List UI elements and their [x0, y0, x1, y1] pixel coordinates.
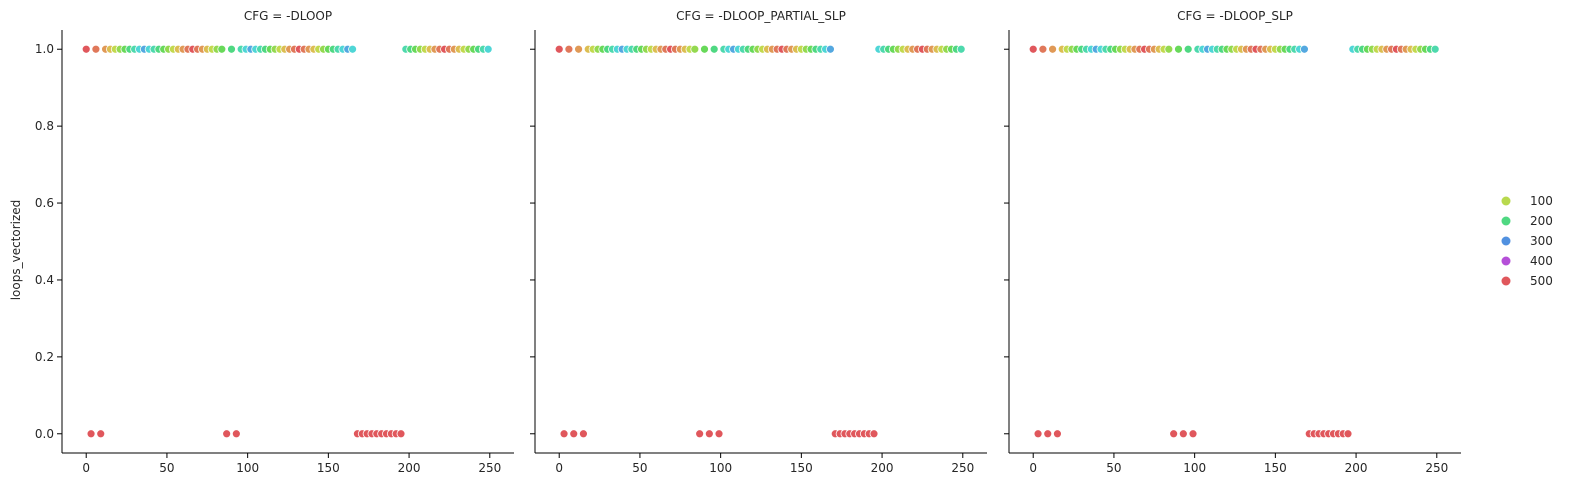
- x-tick-label: 150: [1264, 461, 1287, 475]
- x-tick-label: 50: [632, 461, 647, 475]
- data-point: [709, 44, 719, 54]
- data-point: [1183, 44, 1193, 54]
- legend: 100 200 300 400 500: [1501, 194, 1553, 288]
- x-tick-label: 100: [1183, 461, 1206, 475]
- data-point: [569, 429, 579, 439]
- x-tick-label: 250: [951, 461, 974, 475]
- data-point: [956, 44, 966, 54]
- legend-label: 100: [1530, 194, 1553, 208]
- data-point: [217, 44, 227, 54]
- facet-panels: CFG = -DLOOP 0.0 0.2 0.4 0.6 0.8 1.0 0 50 100 150 2…: [35, 9, 1461, 475]
- legend-label: 300: [1530, 234, 1553, 248]
- data-point: [91, 44, 101, 54]
- data-point: [96, 429, 106, 439]
- x-tick-label: 50: [1106, 461, 1121, 475]
- data-point: [1038, 44, 1048, 54]
- x-tick-label: 0: [82, 461, 90, 475]
- data-point: [1169, 429, 1179, 439]
- x-tick-label: 50: [159, 461, 174, 475]
- data-point: [579, 429, 588, 439]
- y-axis-label: loops_vectorized: [9, 200, 23, 301]
- x-tick-label: 150: [317, 461, 340, 475]
- data-point: [1164, 44, 1174, 54]
- data-point: [695, 429, 705, 439]
- x-tick-label: 200: [871, 461, 894, 475]
- legend-label: 200: [1530, 214, 1553, 228]
- x-tick-label: 100: [709, 461, 732, 475]
- legend-marker: [1501, 256, 1511, 266]
- data-point: [1174, 44, 1183, 54]
- legend-label: 500: [1530, 274, 1553, 288]
- data-point: [714, 429, 724, 439]
- data-point: [222, 429, 232, 439]
- data-point: [700, 44, 709, 54]
- data-point: [554, 44, 564, 54]
- data-point: [564, 44, 574, 54]
- data-point: [231, 429, 241, 439]
- data-point: [1188, 429, 1198, 439]
- x-tick-label: 200: [1345, 461, 1368, 475]
- legend-marker: [1501, 236, 1511, 246]
- panel-title: CFG = -DLOOP: [244, 9, 332, 23]
- data-point: [86, 429, 96, 439]
- data-point: [1028, 44, 1038, 54]
- data-point: [348, 44, 357, 54]
- y-tick-label: 0.4: [35, 273, 54, 287]
- data-point: [1033, 429, 1043, 439]
- data-point: [1043, 429, 1053, 439]
- legend-marker: [1501, 216, 1511, 226]
- x-tick-label: 0: [1029, 461, 1037, 475]
- y-tick-label: 1.0: [35, 42, 54, 56]
- data-point: [1300, 44, 1309, 54]
- data-point: [574, 44, 583, 54]
- data-point: [1053, 429, 1062, 439]
- data-point: [1343, 429, 1353, 439]
- y-tick-label: 0.6: [35, 196, 54, 210]
- x-tick-label: 250: [478, 461, 501, 475]
- data-point: [227, 44, 236, 54]
- legend-marker: [1501, 196, 1511, 206]
- data-point: [1048, 44, 1057, 54]
- x-tick-label: 150: [790, 461, 813, 475]
- data-point: [483, 44, 493, 54]
- data-point: [559, 429, 569, 439]
- data-point: [826, 44, 835, 54]
- data-point: [1430, 44, 1440, 54]
- data-point: [1178, 429, 1188, 439]
- facet-panel-3: CFG = -DLOOP_SLP 0 50 100 150 200 250: [1004, 9, 1461, 475]
- panel-title: CFG = -DLOOP_SLP: [1177, 9, 1293, 23]
- x-tick-label: 250: [1425, 461, 1448, 475]
- legend-label: 400: [1530, 254, 1553, 268]
- y-tick-label: 0.8: [35, 119, 54, 133]
- facet-panel-2: CFG = -DLOOP_PARTIAL_SLP 0 50 100 150 200 250: [530, 9, 987, 475]
- data-point: [704, 429, 714, 439]
- data-point: [396, 429, 406, 439]
- panel-title: CFG = -DLOOP_PARTIAL_SLP: [676, 9, 846, 23]
- data-point: [869, 429, 879, 439]
- x-tick-label: 0: [555, 461, 563, 475]
- data-point: [690, 44, 700, 54]
- y-tick-label: 0.2: [35, 350, 54, 364]
- facet-panel-1: CFG = -DLOOP 0.0 0.2 0.4 0.6 0.8 1.0 0 50 100 150 2…: [35, 9, 514, 475]
- x-tick-label: 200: [398, 461, 421, 475]
- y-tick-label: 0.0: [35, 427, 54, 441]
- legend-marker: [1501, 276, 1511, 286]
- x-tick-label: 100: [236, 461, 259, 475]
- data-point: [81, 44, 91, 54]
